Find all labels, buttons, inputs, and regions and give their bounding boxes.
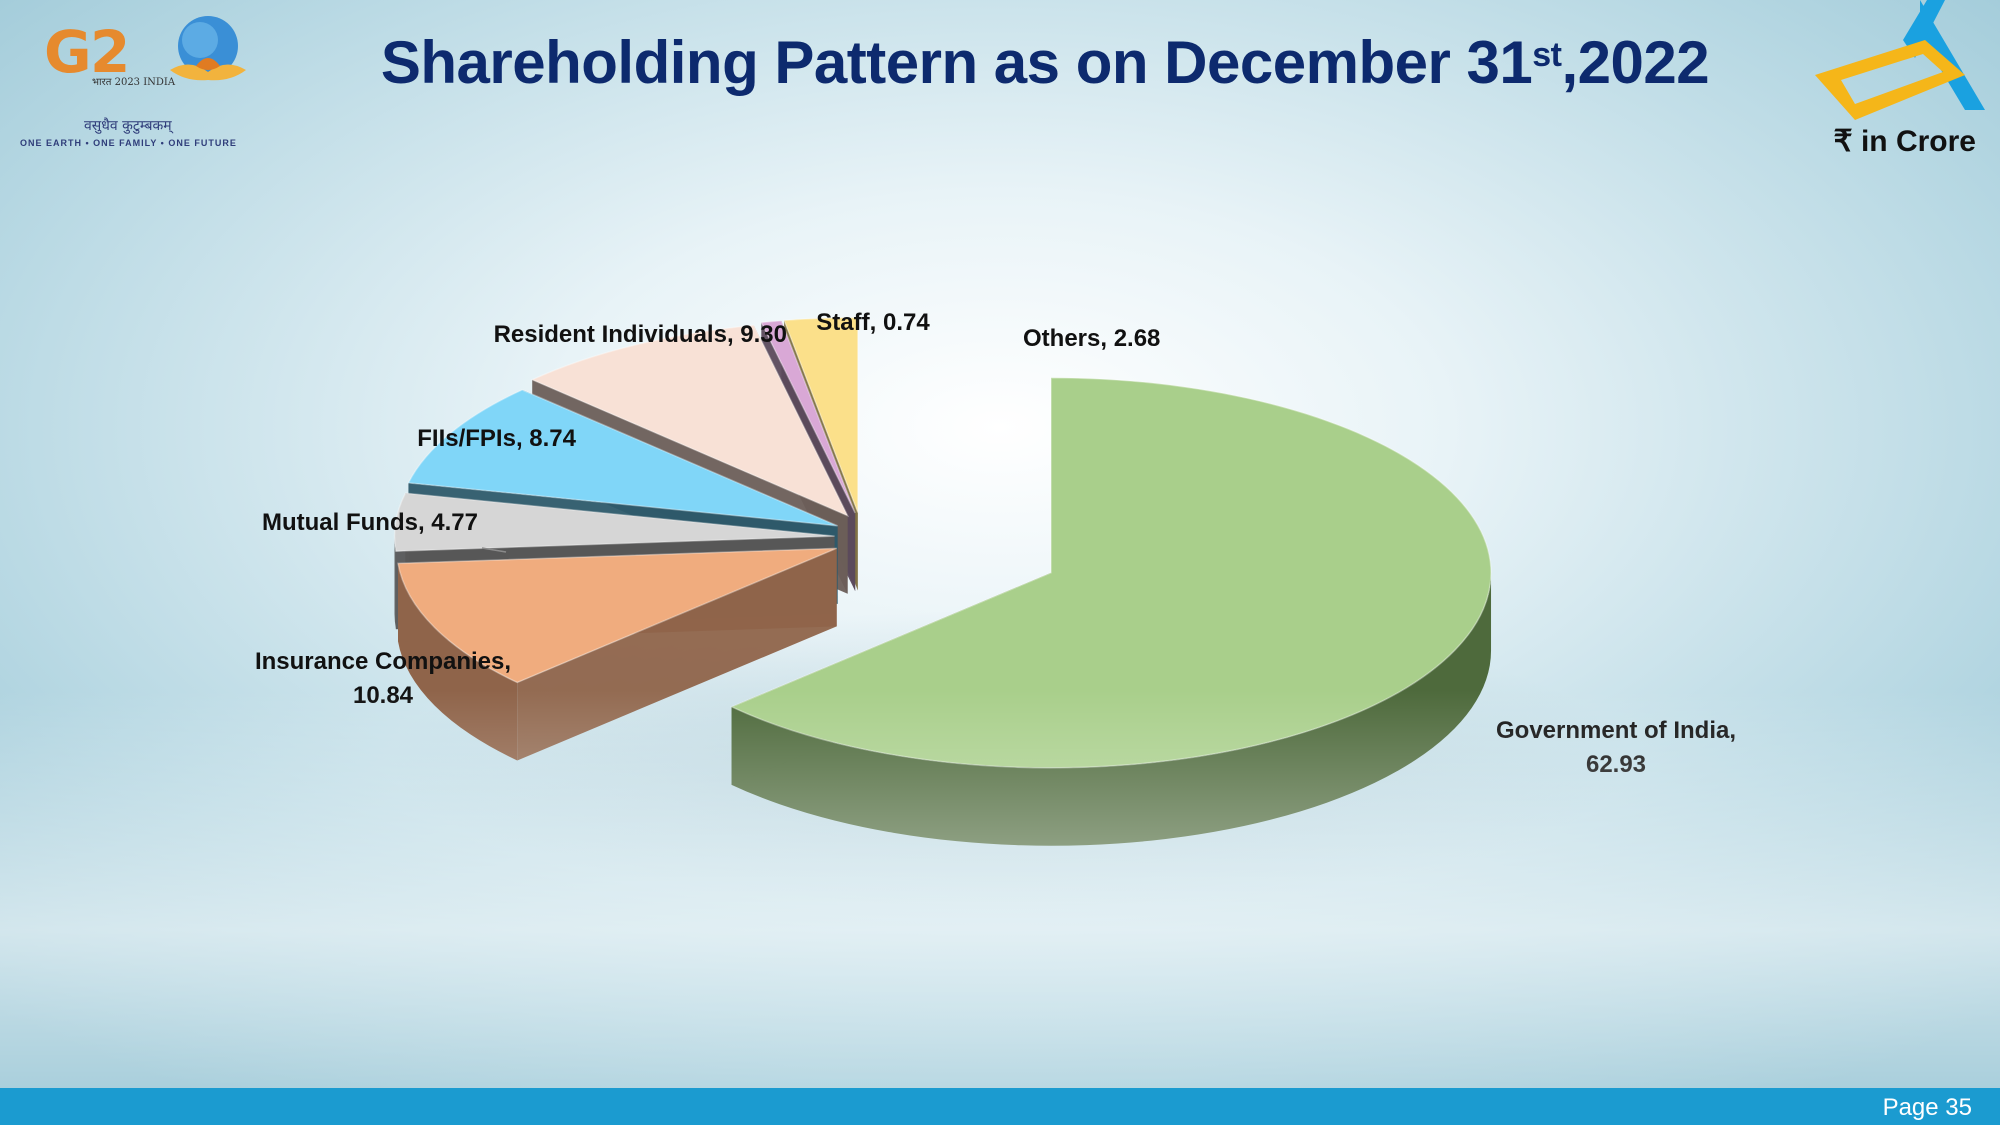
title-superscript: st — [1532, 36, 1562, 74]
label-others: Others, 2.68 — [1023, 325, 1160, 352]
footer-bar: Page 35 — [0, 1088, 2000, 1125]
slice-top-government-of-india — [729, 376, 1492, 769]
g20-hindi-tagline: वसुधैव कुटुम्बकम् — [84, 118, 172, 134]
label-resident-individuals: Resident Individuals, 9.30 — [494, 321, 787, 348]
title-main: Shareholding Pattern as on December 31 — [380, 29, 1533, 96]
svg-text:2: 2 — [90, 18, 130, 86]
slice-top-insurance-companies — [397, 547, 837, 684]
g20-english-tagline: ONE EARTH • ONE FAMILY • ONE FUTURE — [20, 138, 237, 148]
label-fiis-fpis: FIIs/FPIs, 8.74 — [417, 425, 576, 452]
slice-top-resident-individuals — [530, 324, 850, 518]
pie-slice-insurance-companies — [397, 547, 837, 761]
g20-logo: G 2 — [44, 16, 246, 86]
slice-outer-wall-insurance-companies — [398, 563, 518, 761]
slice-top-staff — [760, 319, 856, 514]
slice-outer-wall-mutual-funds — [394, 536, 396, 630]
slice-top-others — [783, 316, 859, 513]
bank-logo — [1815, 0, 1985, 120]
pie-slice-government-of-india — [729, 376, 1492, 846]
slice-top-mutual-funds — [393, 492, 835, 552]
page-title: Shareholding Pattern as on December 31st… — [350, 28, 1740, 97]
mutual-funds-leader-line — [481, 547, 507, 553]
label-insurance-companies-line1: Insurance Companies, — [255, 648, 511, 675]
g20-year-text: भारत 2023 INDIA — [92, 77, 176, 88]
title-tail: ,2022 — [1561, 29, 1710, 96]
label-government-of-india-line1: Government of India, — [1496, 717, 1736, 744]
label-insurance-companies-line2: 10.84 — [353, 682, 414, 709]
slice-top-fiis-fpis — [407, 389, 838, 527]
unit-label: ₹ in Crore — [1833, 125, 1976, 158]
label-staff: Staff, 0.74 — [816, 309, 930, 336]
svg-text:G: G — [44, 18, 92, 86]
slice-outer-wall-government-of-india — [731, 572, 1492, 846]
label-government-of-india-line2: 62.93 — [1586, 751, 1646, 778]
page-number: Page 35 — [1882, 1094, 1972, 1121]
label-mutual-funds: Mutual Funds, 4.77 — [262, 509, 478, 536]
